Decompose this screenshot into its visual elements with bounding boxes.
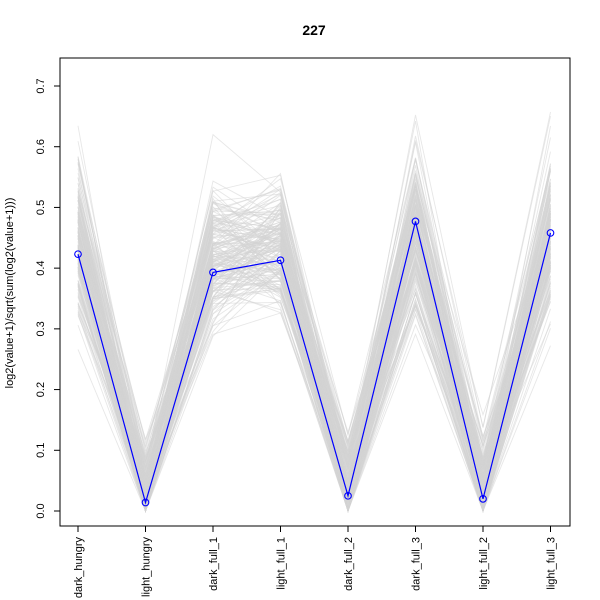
x-axis: dark_hungry light_hungry dark_full_1 light_… [73, 526, 558, 598]
background-lines [77, 111, 551, 513]
y-axis: 0.0 0.1 0.2 0.3 0.4 0.5 0.6 0.7 [35, 78, 60, 519]
background-line [77, 137, 551, 472]
highlight-point [411, 217, 420, 226]
x-tick-label: light_full_2 [478, 537, 490, 590]
x-tick-label: light_full_1 [276, 537, 288, 590]
y-tick-label: 0.7 [35, 78, 47, 93]
highlight-point [276, 256, 285, 265]
highlight-line-group [74, 217, 555, 507]
plot-frame [59, 57, 571, 527]
highlight-point [209, 268, 217, 277]
highlight-point [479, 495, 487, 503]
background-line [77, 194, 551, 501]
x-tick-label: dark_full_3 [411, 537, 423, 591]
x-tick-label: dark_full_1 [208, 537, 220, 591]
x-tick-label: light_full_3 [546, 537, 558, 590]
highlight-point [344, 491, 352, 500]
background-line [77, 173, 551, 471]
x-tick-label: dark_full_2 [343, 537, 355, 591]
y-tick-label: 0.6 [35, 139, 47, 154]
y-tick-label: 0.5 [35, 200, 47, 215]
highlight-point [546, 229, 555, 237]
x-tick-label: dark_hungry [73, 537, 85, 599]
y-axis-label: log2(value+1)/sqrt(sum(log2(value+1))) [4, 198, 16, 389]
background-line [77, 111, 551, 468]
highlight-point [74, 250, 82, 259]
y-tick-label: 0.3 [35, 321, 47, 336]
x-tick-label: light_hungry [141, 537, 153, 597]
background-line [77, 114, 551, 470]
highlight-line [77, 221, 552, 505]
y-tick-label: 0.0 [35, 503, 47, 518]
y-tick-label: 0.2 [35, 382, 47, 397]
y-tick-label: 0.4 [35, 260, 47, 275]
y-tick-label: 0.1 [35, 443, 47, 458]
chart-title: 227 [302, 22, 326, 38]
highlight-point [141, 498, 150, 507]
